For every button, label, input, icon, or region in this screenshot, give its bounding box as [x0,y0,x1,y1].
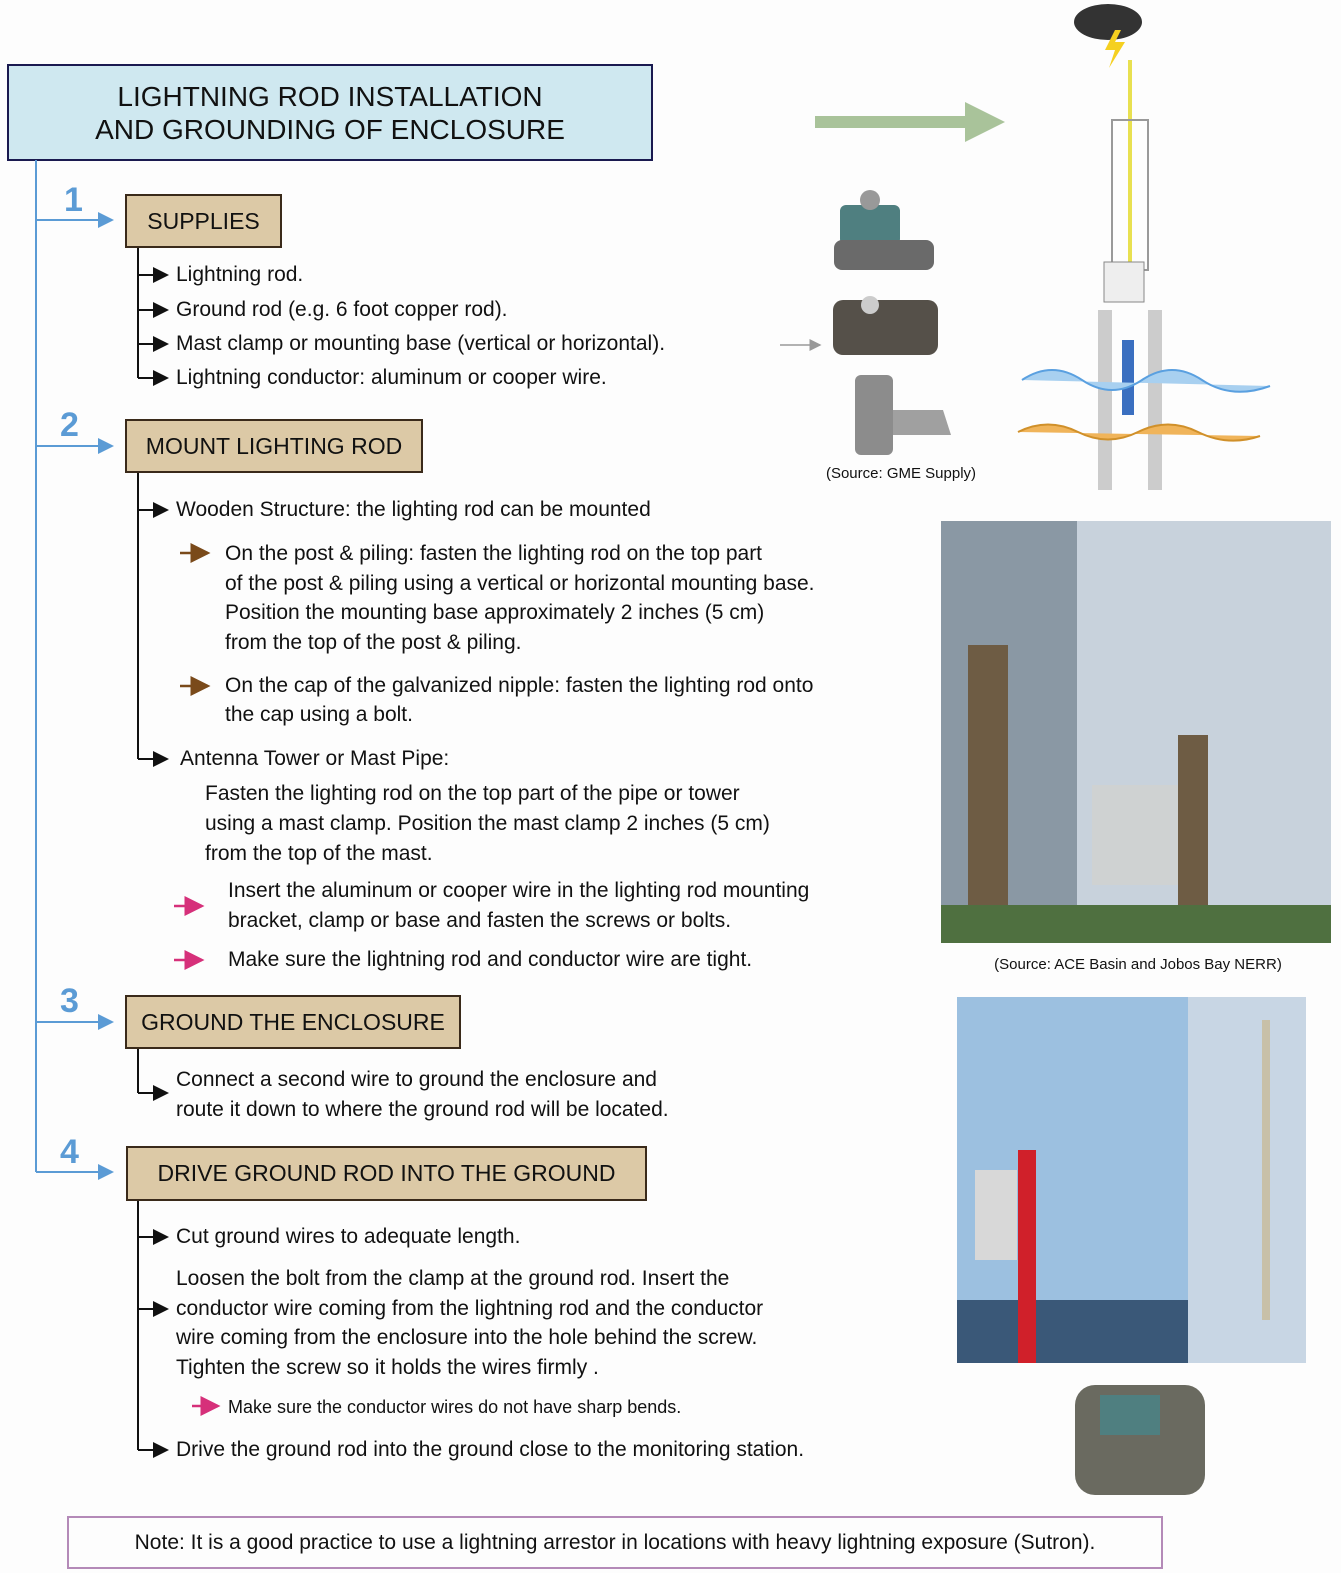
item: Antenna Tower or Mast Pipe: [180,745,449,773]
title-line: AND GROUNDING OF ENCLOSURE [8,113,652,146]
text-line: of the post & piling using a vertical or… [225,570,815,598]
step-title: SUPPLIES [125,194,282,248]
text-line: using a mast clamp. Position the mast cl… [205,810,770,838]
text-line: On the cap of the galvanized nipple: fas… [225,672,813,700]
step-title: DRIVE GROUND ROD INTO THE GROUND [126,1146,647,1201]
item: Mast clamp or mounting base (vertical or… [176,330,665,358]
text-line: Loosen the bolt from the clamp at the gr… [176,1265,729,1293]
source: (Source: ACE Basin and Jobos Bay NERR) [994,956,1282,973]
source: (Source: GME Supply) [826,465,976,482]
step-number: 1 [64,181,83,220]
text-line: bracket, clamp or base and fasten the sc… [228,907,731,935]
step-title: GROUND THE ENCLOSURE [125,995,461,1049]
text-line: Insert the aluminum or cooper wire in th… [228,877,809,905]
item: Lightning conductor: aluminum or cooper … [176,364,607,392]
text-line: Tighten the screw so it holds the wires … [176,1354,599,1382]
step-title: MOUNT LIGHTING ROD [125,419,423,473]
text-line: conductor wire coming from the lightning… [176,1295,763,1323]
item: Lightning rod. [176,261,303,289]
step-number: 3 [60,982,79,1021]
page: LIGHTNING ROD INSTALLATIONAND GROUNDING … [0,0,1341,1573]
item: Wooden Structure: the lighting rod can b… [176,496,651,524]
text-line: Make sure the conductor wires do not hav… [228,1393,681,1421]
text-line: Fasten the lighting rod on the top part … [205,780,740,808]
note: Note: It is a good practice to use a lig… [68,1529,1162,1557]
text-line: from the top of the post & piling. [225,629,522,657]
text-line: On the post & piling: fasten the lightin… [225,540,762,568]
text-line: from the top of the mast. [205,840,433,868]
step-number: 4 [60,1133,79,1172]
text-line: route it down to where the ground rod wi… [176,1096,669,1124]
item: Cut ground wires to adequate length. [176,1223,520,1251]
item: Drive the ground rod into the ground clo… [176,1436,804,1464]
text-line: wire coming from the enclosure into the … [176,1324,757,1352]
item: Ground rod (e.g. 6 foot copper rod). [176,296,508,324]
text-line: the cap using a bolt. [225,701,413,729]
text-line: Make sure the lightning rod and conducto… [228,946,752,974]
text-line: Connect a second wire to ground the encl… [176,1066,657,1094]
title-line: LIGHTNING ROD INSTALLATION [8,80,652,113]
step-number: 2 [60,406,79,445]
text-line: Position the mounting base approximately… [225,599,764,627]
